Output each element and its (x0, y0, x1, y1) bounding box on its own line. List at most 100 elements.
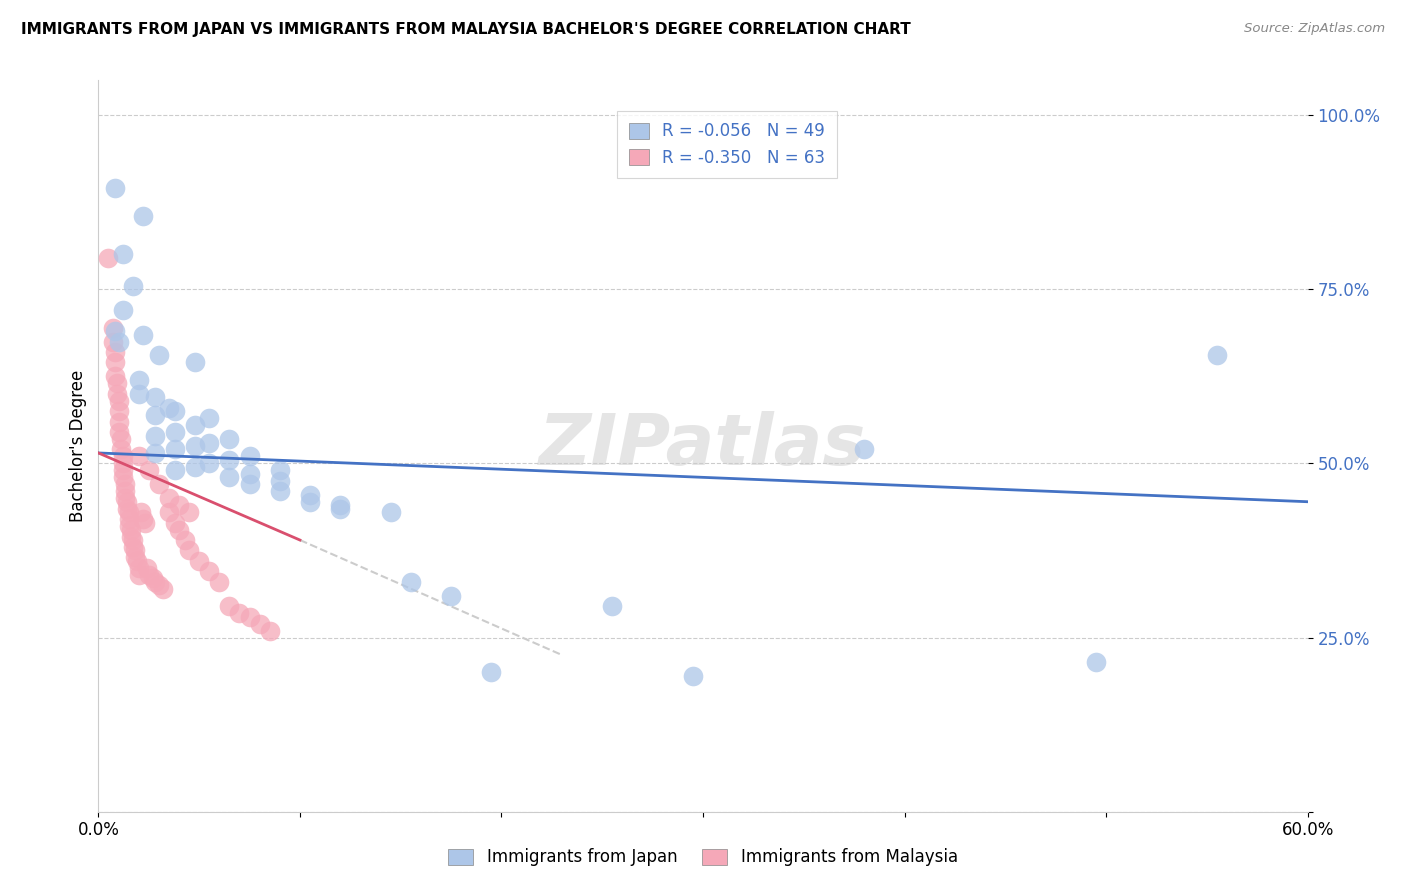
Y-axis label: Bachelor's Degree: Bachelor's Degree (69, 370, 87, 522)
Text: Source: ZipAtlas.com: Source: ZipAtlas.com (1244, 22, 1385, 36)
Point (163, 404, 186, 418)
Point (128, 567, 150, 582)
Point (124, 550, 146, 565)
Point (148, 348, 170, 362)
Point (174, 533, 197, 547)
Point (157, 505, 180, 519)
Point (128, 450, 150, 464)
Point (853, 442, 876, 457)
Point (269, 474, 291, 488)
Point (259, 624, 281, 638)
Point (143, 428, 166, 442)
Point (198, 457, 221, 471)
Point (157, 491, 180, 506)
Point (218, 470, 240, 484)
Point (110, 442, 132, 457)
Point (198, 411, 221, 425)
Point (128, 386, 150, 401)
Point (101, 320, 124, 334)
Point (179, 543, 201, 558)
Point (103, 369, 125, 384)
Point (152, 582, 174, 596)
Point (481, 665, 503, 680)
Point (107, 425, 129, 439)
Point (163, 442, 186, 457)
Point (143, 574, 166, 589)
Point (111, 457, 134, 471)
Text: ZIPatlas: ZIPatlas (540, 411, 866, 481)
Point (128, 373, 150, 387)
Point (120, 530, 142, 544)
Point (163, 516, 186, 530)
Point (1085, 655, 1108, 669)
Point (167, 498, 190, 512)
Point (249, 616, 271, 631)
Point (269, 463, 291, 477)
Point (163, 463, 186, 477)
Point (134, 516, 156, 530)
Point (132, 209, 155, 223)
Point (103, 181, 125, 195)
Point (184, 418, 207, 433)
Point (167, 523, 190, 537)
Text: IMMIGRANTS FROM JAPAN VS IMMIGRANTS FROM MALAYSIA BACHELOR'S DEGREE CORRELATION : IMMIGRANTS FROM JAPAN VS IMMIGRANTS FROM… (21, 22, 911, 37)
Point (184, 459, 207, 474)
Point (107, 334, 129, 349)
Point (228, 606, 250, 620)
Point (129, 505, 152, 519)
Point (118, 505, 141, 519)
Point (440, 589, 463, 603)
Point (111, 463, 134, 477)
Point (188, 554, 211, 568)
Point (115, 501, 138, 516)
Point (121, 278, 143, 293)
Point (157, 401, 180, 415)
Point (269, 484, 291, 499)
Legend: R = -0.056   N = 49, R = -0.350   N = 63: R = -0.056 N = 49, R = -0.350 N = 63 (617, 111, 837, 178)
Point (111, 247, 134, 261)
Point (143, 408, 166, 422)
Point (1206, 348, 1229, 362)
Point (142, 571, 165, 585)
Point (682, 669, 704, 683)
Point (115, 494, 138, 508)
Legend: Immigrants from Japan, Immigrants from Malaysia: Immigrants from Japan, Immigrants from M… (440, 840, 966, 875)
Point (602, 599, 624, 614)
Point (118, 519, 141, 533)
Point (143, 446, 166, 460)
Point (110, 432, 132, 446)
Point (239, 477, 262, 491)
Point (239, 467, 262, 481)
Point (114, 477, 136, 491)
Point (107, 404, 129, 418)
Point (124, 543, 146, 558)
Point (399, 574, 422, 589)
Point (184, 355, 207, 369)
Point (163, 425, 186, 439)
Point (148, 578, 170, 592)
Point (132, 512, 155, 526)
Point (128, 561, 150, 575)
Point (198, 435, 221, 450)
Point (125, 554, 148, 568)
Point (184, 439, 207, 453)
Point (97, 251, 120, 265)
Point (148, 477, 170, 491)
Point (198, 565, 221, 579)
Point (329, 501, 352, 516)
Point (111, 470, 134, 484)
Point (179, 505, 201, 519)
Point (380, 505, 402, 519)
Point (218, 432, 240, 446)
Point (208, 574, 231, 589)
Point (143, 390, 166, 404)
Point (138, 463, 160, 477)
Point (121, 533, 143, 547)
Point (132, 327, 155, 342)
Point (111, 450, 134, 464)
Point (239, 609, 262, 624)
Point (120, 523, 142, 537)
Point (111, 303, 134, 318)
Point (105, 386, 128, 401)
Point (107, 393, 129, 408)
